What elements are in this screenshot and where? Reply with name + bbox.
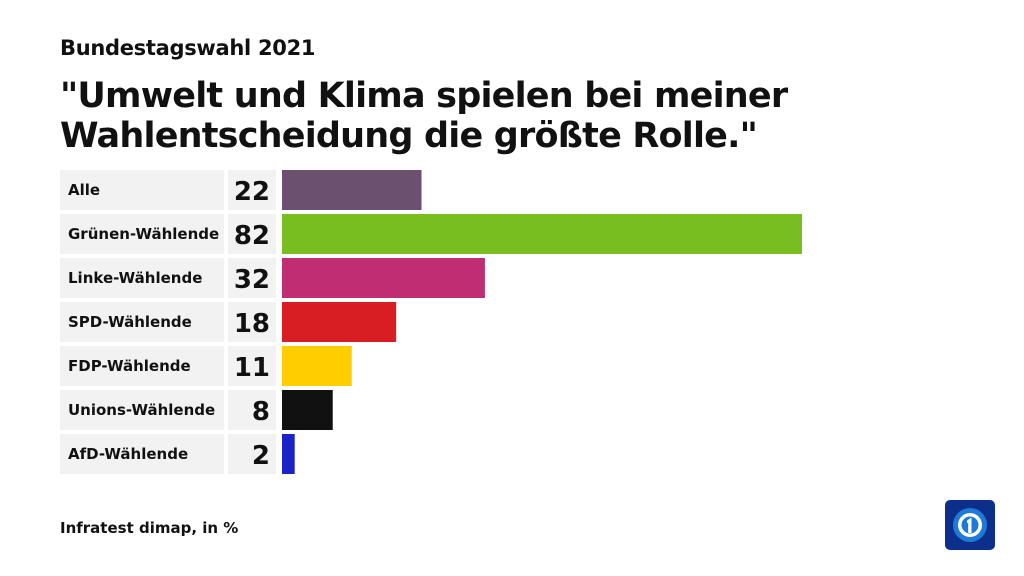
value-label: 22 xyxy=(234,177,270,207)
bar-row: SPD-Wählende 18 xyxy=(60,302,397,342)
bar-row: FDP-Wählende 11 xyxy=(60,346,352,386)
category-label: Alle xyxy=(68,181,100,199)
value-label: 8 xyxy=(252,397,270,427)
category-label-box xyxy=(60,390,224,430)
category-label: Linke-Wählende xyxy=(68,269,202,287)
value-label-box xyxy=(228,390,276,430)
value-label-box xyxy=(228,170,276,210)
value-label: 18 xyxy=(234,309,270,339)
category-label-box xyxy=(60,170,224,210)
bar xyxy=(282,214,802,254)
value-label-box xyxy=(228,258,276,298)
value-label: 32 xyxy=(234,265,270,295)
bar xyxy=(282,258,485,298)
bar-row: Alle 22 xyxy=(60,170,422,210)
category-label-box xyxy=(60,302,224,342)
bar xyxy=(282,346,352,386)
category-label-box xyxy=(60,434,224,474)
bar-row: Grünen-Wählende 82 xyxy=(60,214,802,254)
source-note: Infratest dimap, in % xyxy=(60,519,239,537)
bar xyxy=(282,170,422,210)
category-label: SPD-Wählende xyxy=(68,313,192,331)
value-label: 11 xyxy=(234,353,270,383)
value-label: 82 xyxy=(234,221,270,251)
bar xyxy=(282,390,333,430)
value-label-box xyxy=(228,214,276,254)
bar xyxy=(282,434,295,474)
value-label-box xyxy=(228,302,276,342)
ard-logo-icon xyxy=(945,500,995,550)
bar-row: Linke-Wählende 32 xyxy=(60,258,485,298)
category-label-box xyxy=(60,258,224,298)
category-label: FDP-Wählende xyxy=(68,357,191,375)
bar-row: Unions-Wählende 8 xyxy=(60,390,333,430)
value-label: 2 xyxy=(252,441,270,471)
bar xyxy=(282,302,397,342)
value-label-box xyxy=(228,346,276,386)
category-label: Grünen-Wählende xyxy=(68,225,219,243)
category-label: Unions-Wählende xyxy=(68,401,215,419)
category-label-box xyxy=(60,214,224,254)
chart-title: "Umwelt und Klima spielen bei meiner Wah… xyxy=(60,76,788,156)
category-label-box xyxy=(60,346,224,386)
supertitle: Bundestagswahl 2021 xyxy=(60,36,316,60)
bar-row: AfD-Wählende 2 xyxy=(60,434,295,474)
category-label: AfD-Wählende xyxy=(68,445,188,463)
value-label-box xyxy=(228,434,276,474)
